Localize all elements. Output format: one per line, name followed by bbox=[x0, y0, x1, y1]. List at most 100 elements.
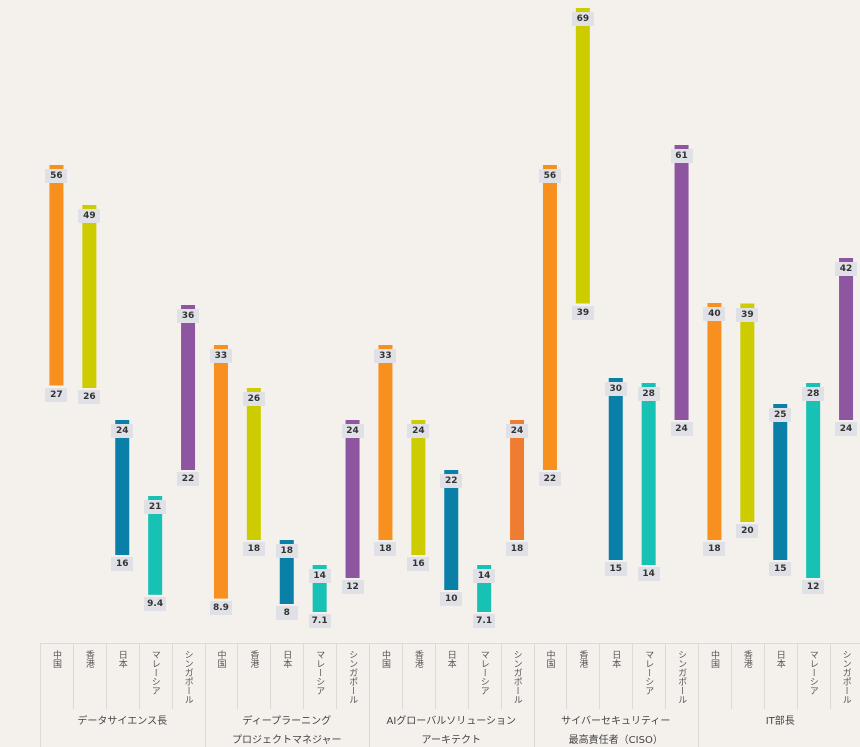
column-divider bbox=[237, 643, 239, 709]
value-label-high: 69 bbox=[571, 12, 594, 26]
group-divider bbox=[369, 643, 370, 747]
country-label: マレーシア bbox=[807, 650, 818, 695]
country-label: 中国 bbox=[215, 650, 226, 668]
country-label: 日本 bbox=[116, 650, 127, 668]
range-bar bbox=[82, 205, 97, 388]
group-label: IT部長 bbox=[698, 712, 860, 731]
country-label: 日本 bbox=[774, 650, 785, 668]
value-label-low: 39 bbox=[571, 305, 594, 320]
value-label-low: 10 bbox=[440, 592, 463, 606]
value-label-high: 28 bbox=[637, 387, 660, 401]
group-label-line: データサイエンス長 bbox=[77, 716, 168, 727]
value-label-high: 25 bbox=[769, 408, 792, 422]
group-label: データサイエンス長 bbox=[40, 712, 205, 731]
country-label: マレーシア bbox=[149, 650, 160, 695]
value-label-high: 40 bbox=[703, 307, 726, 321]
column-divider bbox=[467, 643, 469, 709]
value-label-low: 24 bbox=[835, 422, 858, 436]
value-label-low: 22 bbox=[177, 472, 200, 486]
value-label-high: 14 bbox=[308, 569, 331, 583]
value-label-high: 30 bbox=[604, 382, 627, 396]
value-label-low: 8.9 bbox=[209, 600, 232, 615]
value-label-low: 15 bbox=[769, 562, 792, 576]
column-divider bbox=[336, 643, 338, 709]
country-label: シンガポール bbox=[676, 650, 687, 704]
group-label-line: AIグローバルソリューション bbox=[386, 716, 517, 727]
value-label-high: 39 bbox=[736, 307, 759, 322]
range-bar bbox=[115, 420, 130, 555]
column-divider bbox=[138, 643, 140, 709]
column-divider bbox=[270, 643, 272, 709]
value-label-high: 22 bbox=[440, 474, 463, 488]
column-divider bbox=[303, 643, 305, 709]
country-label: 日本 bbox=[445, 650, 456, 668]
column-divider bbox=[730, 643, 732, 709]
value-label-high: 26 bbox=[242, 392, 265, 406]
value-label-low: 12 bbox=[802, 580, 825, 594]
column-divider bbox=[665, 643, 667, 709]
value-label-high: 18 bbox=[275, 544, 298, 558]
value-label-high: 33 bbox=[209, 349, 232, 363]
value-label-low: 15 bbox=[604, 562, 627, 576]
group-label-line: プロジェクトマネジャー bbox=[232, 735, 342, 746]
value-label-low: 18 bbox=[374, 542, 397, 556]
country-label: 香港 bbox=[412, 650, 423, 668]
value-label-low: 7.1 bbox=[473, 614, 496, 628]
country-label: シンガポール bbox=[511, 650, 522, 704]
value-label-low: 16 bbox=[111, 557, 134, 571]
range-bar bbox=[246, 388, 261, 540]
range-bar bbox=[345, 420, 360, 578]
range-bar bbox=[839, 258, 854, 420]
value-label-high: 14 bbox=[473, 569, 496, 583]
country-label: 香港 bbox=[577, 650, 588, 668]
value-label-low: 20 bbox=[736, 524, 759, 538]
group-label-line: 最高責任者（CISO） bbox=[568, 735, 663, 746]
column-divider bbox=[401, 643, 403, 709]
value-label-low: 16 bbox=[407, 557, 430, 571]
range-bar bbox=[575, 8, 590, 304]
country-label: マレーシア bbox=[314, 650, 325, 695]
value-label-low: 24 bbox=[670, 422, 693, 436]
value-label-low: 18 bbox=[242, 542, 265, 556]
group-divider bbox=[533, 643, 535, 747]
value-label-high: 28 bbox=[802, 387, 825, 401]
value-label-low: 12 bbox=[341, 580, 364, 594]
country-label: 中国 bbox=[51, 650, 61, 668]
value-label-low: 7.1 bbox=[308, 614, 331, 628]
group-label-line: ディープラーニング bbox=[242, 716, 332, 727]
range-bar bbox=[378, 345, 393, 540]
value-label-high: 42 bbox=[835, 262, 858, 276]
value-label-high: 24 bbox=[111, 424, 134, 438]
value-label-low: 9.4 bbox=[144, 596, 167, 611]
range-bar bbox=[148, 496, 163, 595]
value-label-low: 26 bbox=[78, 390, 101, 404]
column-divider bbox=[796, 643, 798, 709]
value-label-high: 61 bbox=[670, 149, 693, 163]
column-divider bbox=[763, 643, 765, 709]
range-bar bbox=[510, 420, 525, 540]
range-bar bbox=[49, 165, 64, 386]
value-label-low: 8 bbox=[275, 606, 298, 620]
group-label-line: サイバーセキュリティー bbox=[561, 716, 671, 727]
column-divider bbox=[829, 643, 831, 709]
range-bar bbox=[181, 305, 196, 470]
range-bar bbox=[674, 145, 689, 420]
value-label-low: 18 bbox=[703, 542, 726, 556]
country-label: シンガポール bbox=[182, 650, 193, 704]
value-label-high: 24 bbox=[407, 424, 430, 438]
group-label-line: IT部長 bbox=[765, 716, 795, 727]
range-bar bbox=[806, 383, 821, 578]
column-divider bbox=[500, 643, 502, 709]
value-label-low: 22 bbox=[538, 472, 561, 486]
column-divider bbox=[105, 643, 107, 709]
range-bar bbox=[740, 303, 755, 522]
value-label-high: 21 bbox=[144, 500, 167, 514]
range-bar bbox=[773, 404, 788, 560]
axis-line bbox=[40, 643, 860, 644]
range-bar bbox=[641, 383, 656, 565]
range-bar bbox=[444, 470, 459, 590]
country-label: 日本 bbox=[610, 650, 621, 668]
country-label: 日本 bbox=[281, 650, 292, 668]
